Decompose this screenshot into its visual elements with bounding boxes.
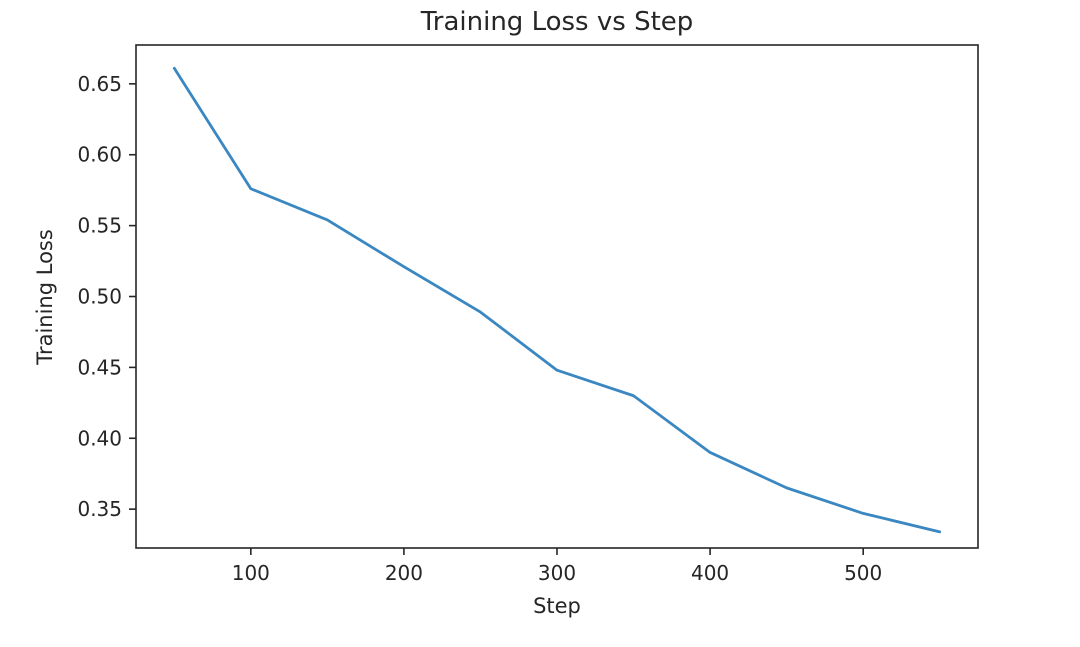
y-axis-label: Training Loss: [33, 229, 57, 366]
y-tick-label: 0.40: [77, 426, 122, 450]
x-tick-label: 200: [385, 561, 423, 585]
x-axis: 100 200 300 400 500: [232, 548, 882, 585]
y-tick-label: 0.45: [77, 355, 122, 379]
x-tick-label: 300: [538, 561, 576, 585]
y-tick-label: 0.35: [77, 497, 122, 521]
x-tick-label: 400: [691, 561, 729, 585]
y-tick-label: 0.50: [77, 285, 122, 309]
x-tick-label: 500: [844, 561, 882, 585]
y-tick-label: 0.65: [77, 72, 122, 96]
plot-area: [172, 66, 942, 534]
series-line: [172, 66, 942, 534]
y-tick-label: 0.55: [77, 214, 122, 238]
y-tick-label: 0.60: [77, 143, 122, 167]
chart-title: Training Loss vs Step: [420, 7, 694, 37]
y-axis: 0.35 0.40 0.45 0.50 0.55 0.60 0.65: [77, 72, 136, 521]
x-tick-label: 100: [232, 561, 270, 585]
x-axis-label: Step: [533, 594, 581, 618]
